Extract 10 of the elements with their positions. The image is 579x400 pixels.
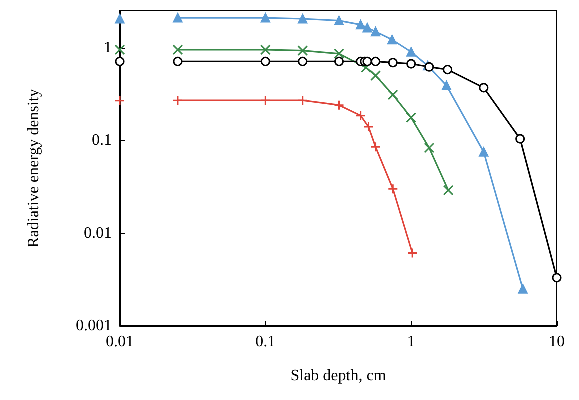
y-tick-label: 0.001 <box>76 318 112 334</box>
y-axis-title: Radiative energy density <box>26 89 42 248</box>
x-tick-label: 10 <box>549 334 565 350</box>
x-tick-label: 0.01 <box>106 334 134 350</box>
y-tick-label: 0.01 <box>84 224 112 242</box>
x-axis-title: Slab depth, cm <box>290 368 387 384</box>
y-tick-label: 1 <box>104 39 112 56</box>
x-tick-label: 1 <box>407 334 416 350</box>
y-tick-label: 0.1 <box>92 132 112 150</box>
x-tick-label: 0.1 <box>256 334 276 350</box>
